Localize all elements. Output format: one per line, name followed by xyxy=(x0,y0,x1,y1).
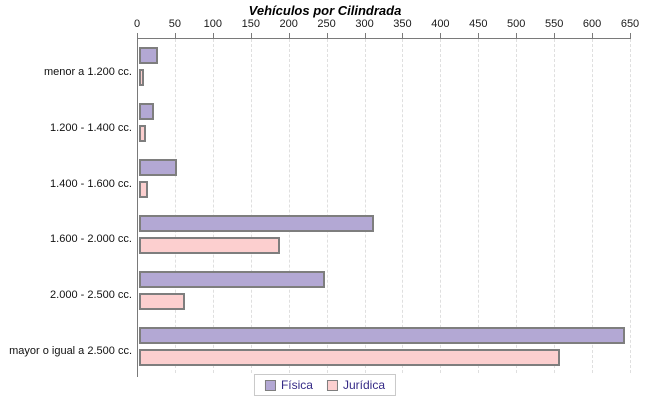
category-axis: menor a 1.200 cc. 1.200 - 1.400 cc. 1.400 … xyxy=(0,38,132,373)
legend-item-juridica: Jurídica xyxy=(326,378,386,392)
x-tick-mark-450 xyxy=(478,33,480,38)
gridline-50 xyxy=(174,39,176,373)
bar-jurídica-0 xyxy=(139,69,144,87)
bar-group-1 xyxy=(139,95,631,151)
x-tick-mark-50 xyxy=(174,33,176,38)
x-tick-mark-400 xyxy=(440,33,442,38)
x-tick-mark-650 xyxy=(630,33,631,38)
x-tick-label-500: 500 xyxy=(507,18,526,30)
x-tick-label-450: 450 xyxy=(469,18,488,30)
category-label-2: 1.400 - 1.600 cc. xyxy=(50,177,132,190)
x-tick-label-600: 600 xyxy=(582,18,602,30)
legend-item-fisica: Física xyxy=(264,378,313,392)
x-tick-mark-350 xyxy=(402,33,404,38)
gridline-550 xyxy=(554,39,556,373)
fisica-swatch-icon xyxy=(264,379,276,391)
x-tick-mark-0 xyxy=(137,33,138,38)
gridline-100 xyxy=(212,39,214,373)
gridline-200 xyxy=(288,39,290,373)
bar-física-5 xyxy=(139,326,625,344)
gridline-600 xyxy=(592,39,594,373)
x-tick-mark-200 xyxy=(288,33,290,38)
gridline-350 xyxy=(402,39,404,373)
x-tick-label-150: 150 xyxy=(241,18,260,30)
x-tick-label-50: 50 xyxy=(168,18,182,30)
category-label-0: menor a 1.200 cc. xyxy=(43,65,132,78)
juridica-swatch-icon xyxy=(326,379,338,391)
x-tick-mark-300 xyxy=(364,33,366,38)
bar-group-4 xyxy=(139,262,631,318)
gridline-400 xyxy=(440,39,442,373)
x-tick-mark-100 xyxy=(212,33,214,38)
bar-física-3 xyxy=(139,214,375,232)
x-tick-label-650: 650 xyxy=(620,18,640,30)
plot-area xyxy=(137,38,631,373)
legend: Física Jurídica xyxy=(253,374,397,396)
gridline-150 xyxy=(250,39,252,373)
bar-jurídica-3 xyxy=(139,236,280,254)
x-tick-label-250: 250 xyxy=(317,18,336,30)
x-tick-label-300: 300 xyxy=(355,18,374,30)
gridline-450 xyxy=(478,39,480,373)
x-tick-mark-550 xyxy=(554,33,556,38)
gridline-500 xyxy=(516,39,518,373)
legend-label-juridica: Jurídica xyxy=(342,378,386,392)
bar-física-2 xyxy=(139,159,178,177)
bar-jurídica-4 xyxy=(139,292,185,310)
x-tick-label-550: 550 xyxy=(544,18,564,30)
bar-jurídica-5 xyxy=(139,348,561,366)
x-tick-mark-500 xyxy=(516,33,518,38)
bar-física-0 xyxy=(139,47,159,65)
category-label-4: 2.000 - 2.500 cc. xyxy=(50,289,132,302)
x-tick-label-400: 400 xyxy=(431,18,450,30)
x-axis: 0 50 100 150 200 250 300 350 400 450 500 550 600 650 xyxy=(0,0,650,38)
legend-label-fisica: Física xyxy=(280,378,313,392)
category-label-3: 1.600 - 2.000 cc. xyxy=(50,233,132,246)
x-tick-label-0: 0 xyxy=(133,18,141,30)
bar-física-4 xyxy=(139,270,326,288)
bar-group-5 xyxy=(139,318,631,374)
gridline-250 xyxy=(326,39,328,373)
bar-jurídica-1 xyxy=(139,125,147,143)
y-axis-end-tick xyxy=(137,373,138,377)
x-tick-mark-250 xyxy=(326,33,328,38)
x-tick-label-200: 200 xyxy=(279,18,298,30)
category-label-5: mayor o igual a 2.500 cc. xyxy=(9,345,132,358)
category-label-1: 1.200 - 1.400 cc. xyxy=(50,121,132,134)
bar-group-3 xyxy=(139,207,631,263)
x-tick-mark-600 xyxy=(592,33,594,38)
x-tick-label-350: 350 xyxy=(393,18,412,30)
bar-física-1 xyxy=(139,103,154,121)
gridline-650 xyxy=(630,39,631,373)
bar-group-0 xyxy=(139,39,631,95)
x-tick-mark-150 xyxy=(250,33,252,38)
bar-jurídica-2 xyxy=(139,181,148,199)
gridline-300 xyxy=(364,39,366,373)
x-tick-label-100: 100 xyxy=(203,18,223,30)
bar-group-2 xyxy=(139,151,631,207)
chart-title: Vehículos por Cilindrada xyxy=(248,3,402,18)
